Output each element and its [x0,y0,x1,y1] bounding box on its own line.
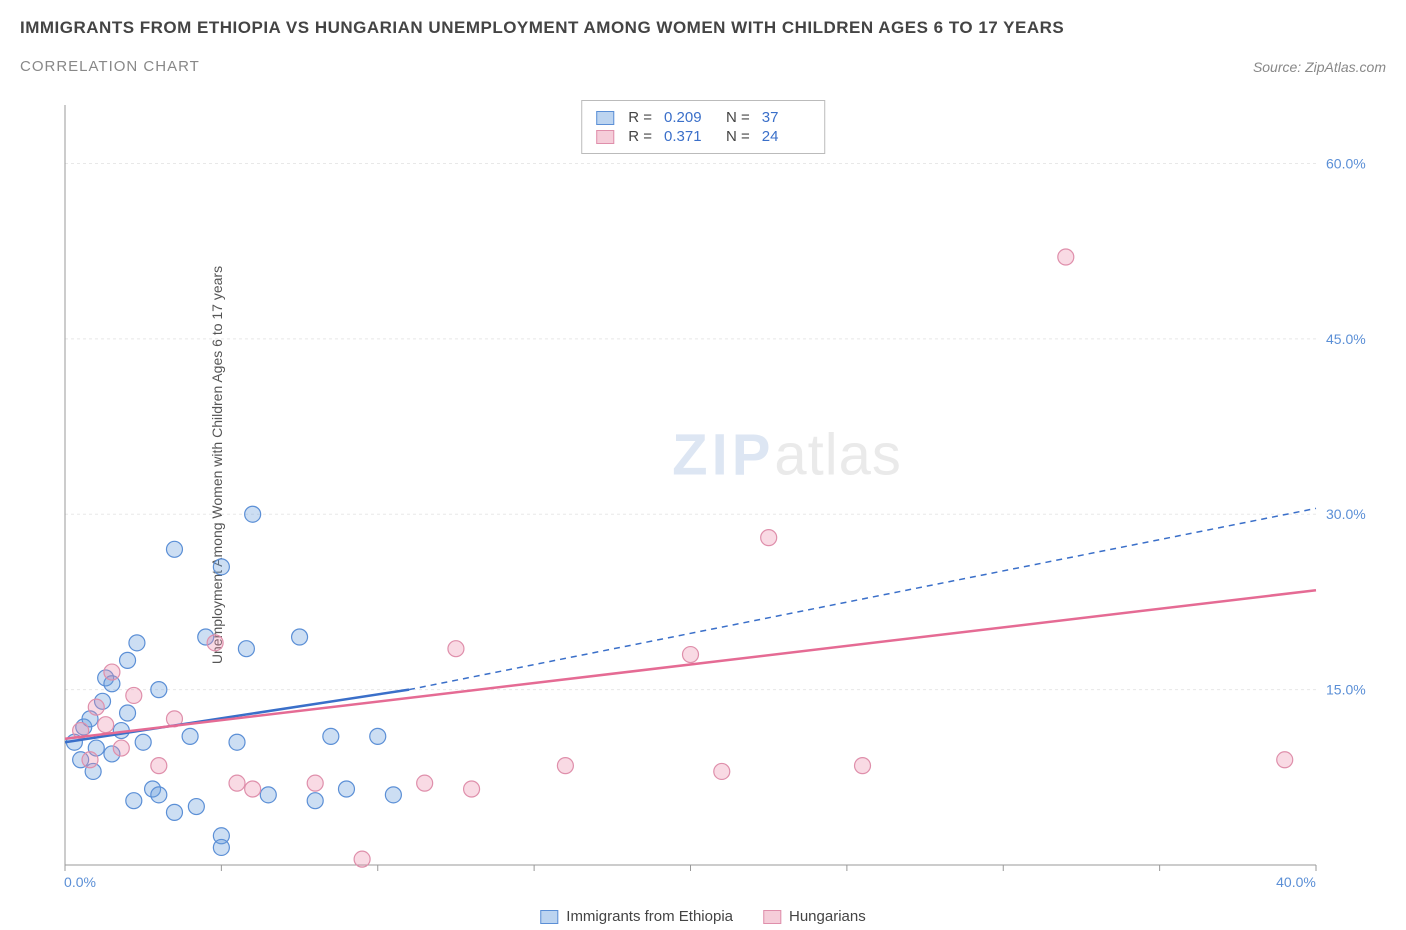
legend-swatch-icon [596,130,614,144]
legend-swatch-icon [596,111,614,125]
legend-item: Hungarians [763,908,866,925]
r-label: R = [628,128,652,145]
chart-area: ZIPatlas 15.0%30.0%45.0%60.0%0.0%40.0% [55,95,1386,895]
n-value: 24 [762,128,810,145]
legend-stats-row: R = 0.371 N = 24 [596,128,810,145]
svg-text:60.0%: 60.0% [1326,155,1366,171]
legend-label: Hungarians [789,908,866,925]
n-label: N = [726,109,750,126]
legend-swatch-icon [763,910,781,924]
svg-text:40.0%: 40.0% [1276,874,1316,890]
source-text: Source: ZipAtlas.com [1253,59,1386,75]
legend-stats-row: R = 0.209 N = 37 [596,109,810,126]
scatter-chart: 15.0% 30.0% 45.0% 60.0% 0.0% 40.0% [55,95,1386,895]
legend-item: Immigrants from Ethiopia [540,908,733,925]
chart-subtitle: CORRELATION CHART [20,58,200,75]
chart-title: IMMIGRANTS FROM ETHIOPIA VS HUNGARIAN UN… [20,18,1386,38]
r-value: 0.209 [664,109,712,126]
svg-text:45.0%: 45.0% [1326,331,1366,347]
r-label: R = [628,109,652,126]
legend-bottom: Immigrants from Ethiopia Hungarians [540,908,865,925]
svg-text:0.0%: 0.0% [64,874,96,890]
legend-stats: R = 0.209 N = 37 R = 0.371 N = 24 [581,100,825,154]
r-value: 0.371 [664,128,712,145]
svg-text:15.0%: 15.0% [1326,682,1366,698]
n-label: N = [726,128,750,145]
legend-swatch-icon [540,910,558,924]
svg-text:30.0%: 30.0% [1326,506,1366,522]
n-value: 37 [762,109,810,126]
legend-label: Immigrants from Ethiopia [566,908,733,925]
